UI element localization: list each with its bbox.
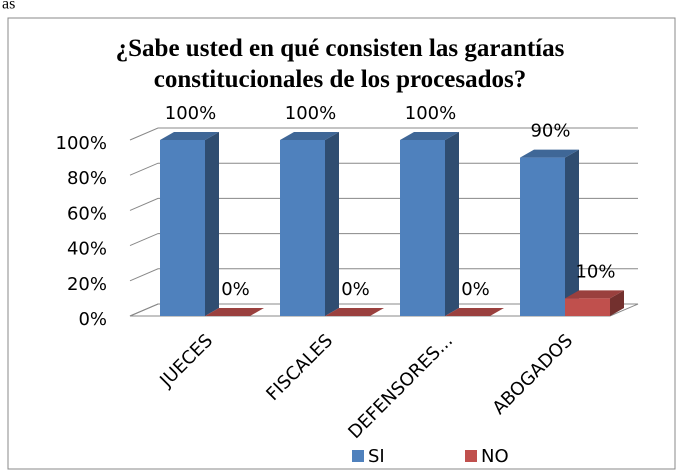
bar-side: [565, 149, 579, 316]
y-tick-label: 20%: [67, 274, 107, 295]
bar: [565, 298, 610, 316]
value-label: 0%: [341, 279, 370, 300]
bar-top: [205, 308, 264, 316]
grid-line: [129, 268, 638, 282]
bar-top: [565, 290, 624, 299]
y-tick-label: 60%: [67, 203, 107, 224]
chart-title: ¿Sabe usted en qué consisten las garantí…: [116, 35, 565, 93]
value-label: 100%: [165, 103, 216, 124]
preceding-text: as: [2, 0, 15, 13]
bar-top: [160, 132, 219, 140]
legend-swatch: [352, 450, 364, 462]
bar: [520, 157, 565, 316]
value-label: 0%: [221, 279, 250, 300]
bar-side: [205, 132, 219, 316]
bar-side: [445, 132, 459, 316]
bar-top: [325, 308, 384, 316]
grid-line: [129, 303, 638, 317]
bar-top: [400, 132, 459, 140]
value-label: 10%: [575, 261, 615, 282]
bar-side: [325, 132, 339, 316]
y-tick-label: 40%: [67, 239, 107, 260]
value-label: 100%: [285, 103, 336, 124]
legend-label: NO: [481, 446, 509, 467]
value-label: 0%: [461, 279, 490, 300]
bar-top: [280, 132, 339, 140]
grid-line: [129, 233, 638, 247]
bar: [400, 140, 445, 316]
y-tick-label: 100%: [56, 133, 107, 154]
legend-swatch: [465, 450, 477, 462]
y-tick-label: 0%: [78, 309, 107, 330]
value-label: 100%: [405, 103, 456, 124]
bar-top: [520, 149, 579, 158]
bar: [280, 140, 325, 316]
y-tick-label: 80%: [67, 168, 107, 189]
bar-side: [610, 290, 624, 316]
value-label: 90%: [530, 121, 570, 142]
grid-line: [129, 197, 638, 211]
grid-line: [129, 162, 638, 176]
bar-top: [445, 308, 504, 316]
bar: [160, 140, 205, 316]
grid-line: [129, 127, 638, 141]
legend-label: SI: [368, 446, 385, 467]
